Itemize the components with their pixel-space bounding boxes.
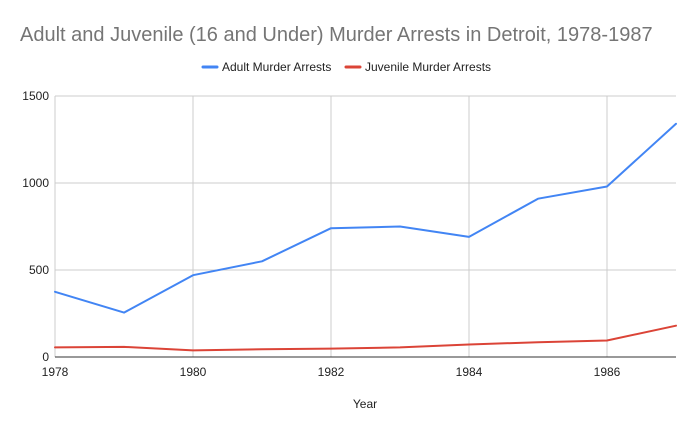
data-point bbox=[53, 290, 57, 294]
series-lines bbox=[53, 122, 678, 352]
data-point bbox=[191, 348, 195, 352]
y-tick-label: 0 bbox=[42, 350, 49, 364]
data-point bbox=[674, 122, 678, 126]
legend: Adult Murder Arrests Juvenile Murder Arre… bbox=[201, 60, 491, 74]
series-line-0 bbox=[54, 122, 677, 314]
chart-title: Adult and Juvenile (16 and Under) Murder… bbox=[20, 24, 653, 46]
data-point bbox=[536, 340, 540, 344]
data-point bbox=[329, 226, 333, 230]
data-point bbox=[260, 259, 264, 263]
data-point bbox=[329, 347, 333, 351]
data-point bbox=[467, 235, 471, 239]
x-tick-label: 1978 bbox=[42, 365, 69, 379]
x-tick-label: 1986 bbox=[594, 365, 621, 379]
y-tick-label: 1500 bbox=[22, 89, 49, 103]
data-point bbox=[536, 197, 540, 201]
data-point bbox=[605, 338, 609, 342]
data-point bbox=[398, 345, 402, 349]
y-tick-label: 500 bbox=[29, 263, 49, 277]
data-point bbox=[467, 342, 471, 346]
data-point bbox=[260, 347, 264, 351]
x-tick-label: 1982 bbox=[318, 365, 345, 379]
y-axis-ticks: 0 500 1000 1500 bbox=[22, 89, 49, 364]
series-line-1 bbox=[54, 324, 677, 352]
x-axis-ticks: 1978 1980 1982 1984 1986 bbox=[42, 365, 621, 379]
data-point bbox=[398, 225, 402, 229]
y-tick-label: 1000 bbox=[22, 176, 49, 190]
legend-label: Adult Murder Arrests bbox=[222, 60, 331, 74]
data-point bbox=[191, 273, 195, 277]
gridlines bbox=[54, 95, 676, 357]
data-point bbox=[122, 345, 126, 349]
data-point bbox=[605, 184, 609, 188]
data-point bbox=[53, 345, 57, 349]
x-tick-label: 1984 bbox=[456, 365, 483, 379]
data-point bbox=[674, 324, 678, 328]
x-axis-title: Year bbox=[353, 397, 377, 411]
x-tick-label: 1980 bbox=[180, 365, 207, 379]
legend-label: Juvenile Murder Arrests bbox=[365, 60, 491, 74]
data-point bbox=[122, 311, 126, 315]
